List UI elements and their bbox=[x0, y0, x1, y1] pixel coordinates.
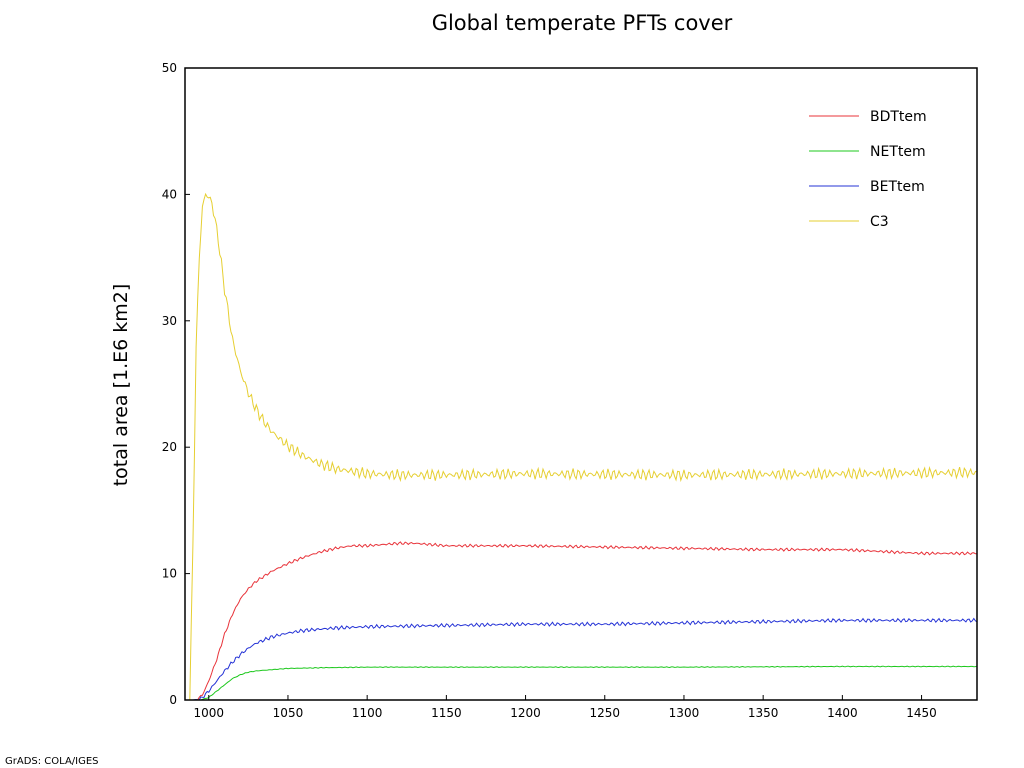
y-tick-label: 30 bbox=[162, 314, 177, 328]
plot-frame bbox=[184, 67, 978, 701]
y-tick-label: 0 bbox=[169, 693, 177, 707]
legend-label-bdttem: BDTtem bbox=[870, 109, 927, 125]
x-tick-label: 1250 bbox=[589, 706, 620, 720]
y-tick-label: 50 bbox=[162, 61, 177, 75]
x-tick-label: 1150 bbox=[431, 706, 462, 720]
series-line-nettem bbox=[185, 665, 978, 701]
x-tick-label: 1350 bbox=[748, 706, 779, 720]
y-axis-ticks: 0 10 20 30 40 50 bbox=[162, 61, 190, 707]
x-tick-label: 1000 bbox=[193, 706, 224, 720]
x-tick-label: 1300 bbox=[669, 706, 700, 720]
legend-label-nettem: NETtem bbox=[870, 144, 926, 160]
y-axis-label: total area [1.E6 km2] bbox=[110, 284, 132, 487]
series-line-c3 bbox=[185, 192, 978, 701]
y-tick-label: 10 bbox=[162, 567, 177, 581]
x-axis-ticks: 1000 1050 1100 1150 1200 1250 1300 1350 1400 1450 bbox=[193, 695, 937, 720]
grads-credit: GrADS: COLA/IGES bbox=[5, 756, 99, 767]
series-line-bettem bbox=[185, 617, 978, 701]
y-tick-label: 40 bbox=[162, 187, 177, 201]
x-tick-label: 1050 bbox=[273, 706, 304, 720]
x-tick-label: 1450 bbox=[906, 706, 937, 720]
legend: BDTtem NETtem BETtem C3 bbox=[809, 109, 927, 230]
legend-label-bettem: BETtem bbox=[870, 179, 925, 195]
x-tick-label: 1200 bbox=[510, 706, 541, 720]
series-layer bbox=[185, 192, 978, 701]
plot-area: 1000 1050 1100 1150 1200 1250 1300 1350 1400 1450… bbox=[162, 61, 978, 720]
x-tick-label: 1400 bbox=[827, 706, 858, 720]
chart-title: Global temperate PFTs cover bbox=[432, 11, 733, 35]
series-line-bdttem bbox=[185, 541, 978, 701]
legend-label-c3: C3 bbox=[870, 214, 889, 230]
y-tick-label: 20 bbox=[162, 440, 177, 454]
x-tick-label: 1100 bbox=[352, 706, 383, 720]
